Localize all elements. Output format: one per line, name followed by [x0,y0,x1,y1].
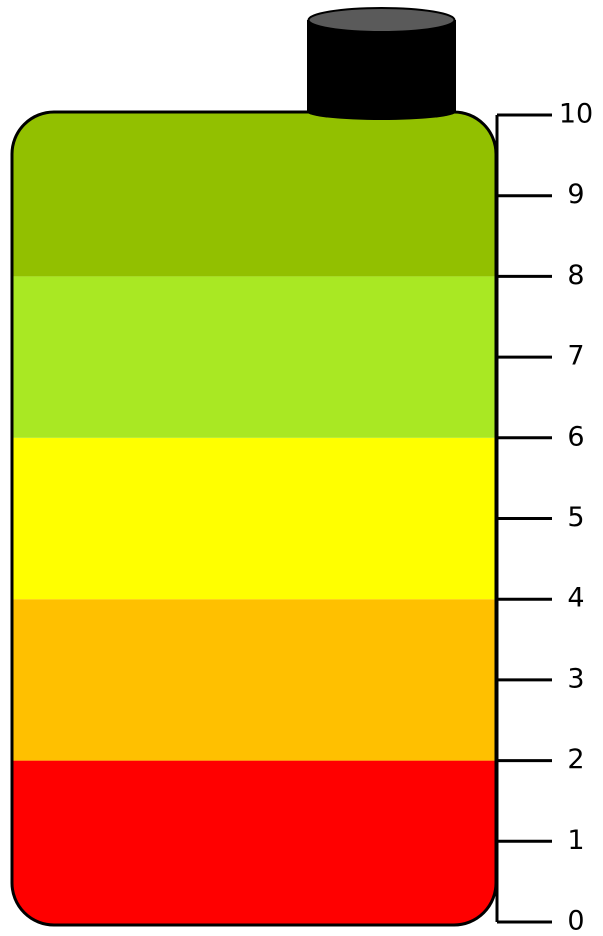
y-tick-label: 6 [567,421,584,452]
y-tick-label: 3 [567,663,584,694]
y-tick-label: 7 [567,341,584,372]
y-tick-label: 2 [567,744,584,775]
fill-band [12,112,496,277]
bottle-cap [307,7,456,120]
y-tick-label: 4 [567,583,584,614]
fill-band [12,760,496,925]
scale: 0 1 2 3 4 5 6 7 8 9 10 [497,99,593,936]
y-tick-label: 5 [567,502,584,533]
y-tick-label: 10 [559,99,593,130]
y-tick-label: 8 [567,260,584,291]
y-tick-label: 0 [567,906,584,936]
bottle-contents [12,112,496,925]
y-tick-label: 1 [567,825,584,856]
fill-band [12,437,496,600]
fill-band [12,599,496,761]
y-tick-label: 9 [567,179,584,210]
fill-band [12,276,496,438]
